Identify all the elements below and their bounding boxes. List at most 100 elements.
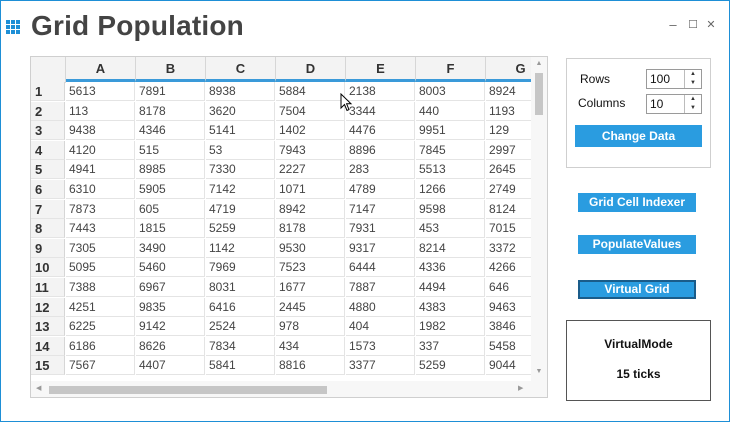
column-header-e[interactable]: E (346, 57, 416, 82)
grid-cell[interactable]: 9835 (136, 297, 205, 317)
grid-cell[interactable]: 1071 (276, 180, 345, 199)
grid-cell[interactable]: 3846 (486, 317, 547, 337)
grid-cell[interactable]: 4251 (66, 297, 135, 317)
minimize-icon[interactable]: – (669, 17, 677, 32)
grid-cell[interactable]: 1573 (346, 336, 415, 356)
grid-cell[interactable]: 7931 (346, 219, 415, 239)
grid-cell[interactable]: 113 (66, 101, 135, 121)
grid-cell[interactable]: 8124 (486, 200, 547, 219)
row-header[interactable]: 2 (31, 101, 65, 121)
grid-cell[interactable]: 3377 (346, 356, 415, 376)
scroll-down-icon[interactable]: ▼ (535, 368, 543, 375)
horizontal-scrollbar[interactable]: ◀ ▶ (31, 381, 531, 397)
column-header-a[interactable]: A (66, 57, 136, 82)
maximize-icon[interactable]: ☐ (688, 19, 698, 31)
grid-cell[interactable]: 9438 (66, 121, 135, 141)
grid-cell[interactable]: 404 (346, 317, 415, 337)
grid-cell[interactable]: 3372 (486, 239, 547, 258)
grid-cell[interactable]: 3344 (346, 101, 415, 121)
grid-cell[interactable]: 9044 (486, 356, 547, 376)
grid-cell[interactable]: 5259 (416, 356, 485, 376)
grid-cell[interactable]: 337 (416, 336, 485, 356)
data-grid[interactable]: A B C D E F G 1 5613 7891 8938 5884 2138 8003 8924 2 113… (30, 56, 548, 398)
close-icon[interactable]: ✕ (706, 19, 716, 31)
grid-cell[interactable]: 7305 (66, 238, 135, 258)
grid-cell[interactable]: 5613 (66, 82, 135, 101)
grid-cell[interactable]: 2445 (276, 297, 345, 317)
rows-increment-icon[interactable]: ▲ (690, 71, 696, 77)
grid-cell[interactable]: 1193 (486, 102, 547, 121)
column-header-b[interactable]: B (136, 57, 206, 82)
grid-cell[interactable]: 4789 (346, 180, 415, 199)
grid-cell[interactable]: 9530 (276, 238, 345, 258)
grid-cell[interactable]: 8938 (206, 82, 275, 101)
row-header[interactable]: 15 (31, 356, 65, 376)
grid-cell[interactable]: 7443 (66, 219, 135, 239)
grid-cell[interactable]: 8178 (136, 101, 205, 121)
grid-cell[interactable]: 8896 (346, 140, 415, 160)
change-data-button[interactable]: Change Data (575, 125, 702, 147)
grid-cell[interactable]: 1402 (276, 121, 345, 141)
grid-cell[interactable]: 7834 (206, 336, 275, 356)
row-header[interactable]: 3 (31, 121, 65, 141)
grid-cell[interactable]: 7873 (66, 199, 135, 219)
grid-cell[interactable]: 453 (416, 219, 485, 239)
grid-cell[interactable]: 283 (346, 160, 415, 180)
grid-cell[interactable]: 434 (276, 336, 345, 356)
grid-cell[interactable]: 4336 (416, 258, 485, 278)
columns-decrement-icon[interactable]: ▼ (690, 105, 696, 111)
rows-decrement-icon[interactable]: ▼ (690, 80, 696, 86)
scroll-right-icon[interactable]: ▶ (518, 385, 524, 392)
rows-stepper[interactable]: ▲ ▼ (646, 69, 702, 89)
grid-cell[interactable]: 1142 (206, 238, 275, 258)
row-header[interactable]: 13 (31, 317, 65, 337)
grid-cell[interactable]: 5513 (416, 160, 485, 180)
grid-cell[interactable]: 2138 (346, 82, 415, 101)
column-header-c[interactable]: C (206, 57, 276, 82)
grid-cell[interactable]: 5905 (136, 180, 205, 199)
grid-cell[interactable]: 53 (206, 140, 275, 160)
rows-input[interactable] (647, 70, 683, 88)
grid-cell[interactable]: 7330 (206, 160, 275, 180)
row-header[interactable]: 7 (31, 199, 65, 219)
row-header[interactable]: 10 (31, 258, 65, 278)
grid-cell[interactable]: 4494 (416, 278, 485, 297)
grid-cell[interactable]: 1815 (136, 219, 205, 239)
grid-cell[interactable]: 7523 (276, 258, 345, 278)
grid-cell[interactable]: 6444 (346, 258, 415, 278)
grid-cell[interactable]: 5460 (136, 258, 205, 278)
grid-cell[interactable]: 1677 (276, 278, 345, 297)
grid-cell[interactable]: 7891 (136, 82, 205, 101)
grid-cell[interactable]: 4120 (66, 140, 135, 160)
grid-cell[interactable]: 515 (136, 140, 205, 160)
grid-cell[interactable]: 7147 (346, 199, 415, 219)
grid-cell[interactable]: 2749 (486, 180, 547, 199)
grid-cell[interactable]: 7388 (66, 278, 135, 297)
row-header[interactable]: 14 (31, 336, 65, 356)
grid-cell[interactable]: 3490 (136, 238, 205, 258)
columns-stepper[interactable]: ▲ ▼ (646, 94, 702, 114)
grid-cell[interactable]: 9598 (416, 199, 485, 219)
grid-cell[interactable]: 8942 (276, 199, 345, 219)
grid-cell[interactable]: 4407 (136, 356, 205, 376)
grid-cell[interactable]: 4266 (486, 258, 547, 278)
row-header[interactable]: 9 (31, 238, 65, 258)
grid-cell[interactable]: 2227 (276, 160, 345, 180)
grid-cell[interactable]: 5259 (206, 219, 275, 239)
row-header[interactable]: 5 (31, 160, 65, 180)
grid-cell[interactable]: 9142 (136, 317, 205, 337)
grid-cell[interactable]: 7943 (276, 140, 345, 160)
columns-increment-icon[interactable]: ▲ (690, 96, 696, 102)
grid-cell[interactable]: 8816 (276, 356, 345, 376)
grid-cell[interactable]: 5841 (206, 356, 275, 376)
grid-cell[interactable]: 7845 (416, 140, 485, 160)
grid-cell[interactable]: 440 (416, 101, 485, 121)
grid-cell[interactable]: 9463 (486, 298, 547, 317)
grid-cell[interactable]: 978 (276, 317, 345, 337)
grid-cell[interactable]: 8626 (136, 336, 205, 356)
column-header-d[interactable]: D (276, 57, 346, 82)
grid-cell[interactable]: 5095 (66, 258, 135, 278)
grid-cell[interactable]: 2645 (486, 160, 547, 180)
grid-cell[interactable]: 9951 (416, 121, 485, 141)
grid-cell[interactable]: 7142 (206, 180, 275, 199)
